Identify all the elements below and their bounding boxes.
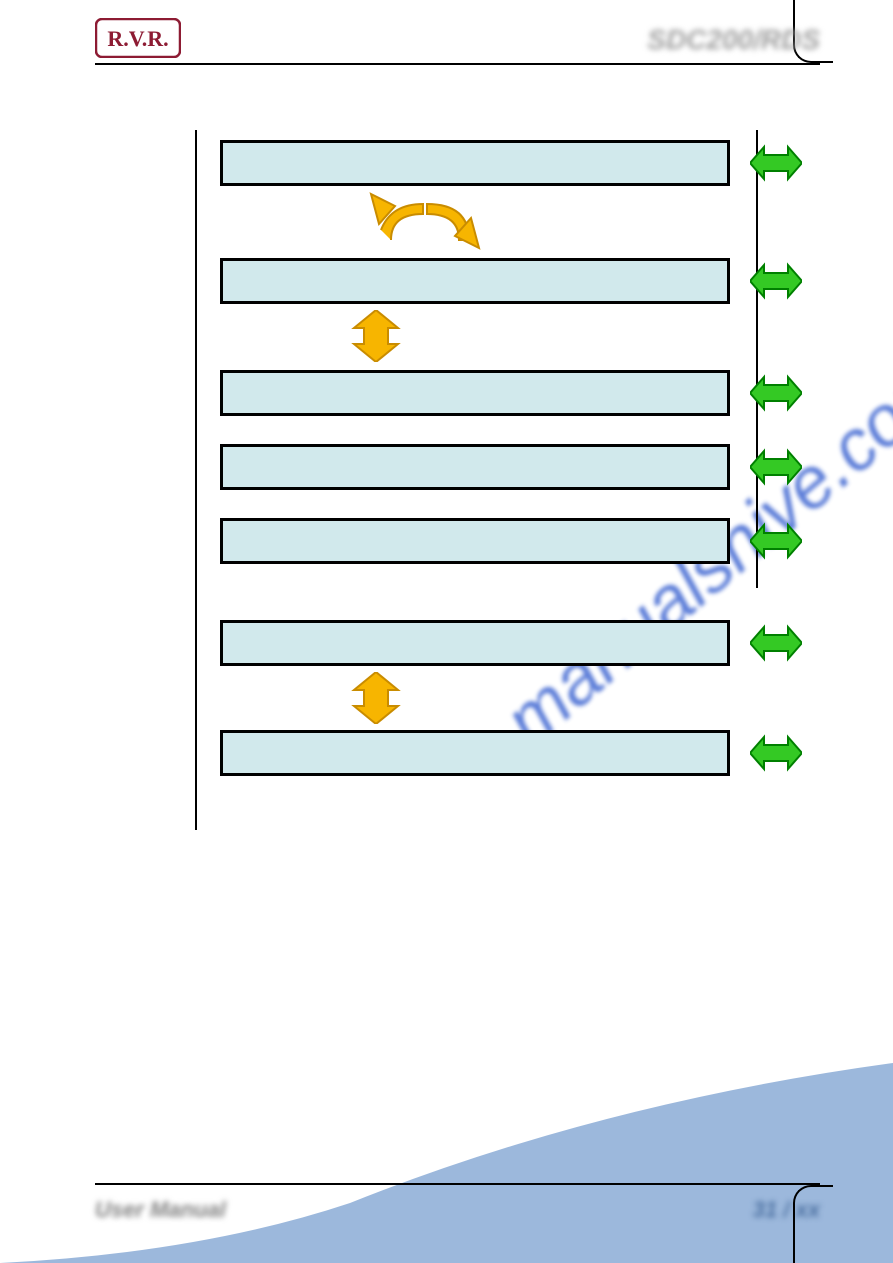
vertical-double-arrow-icon xyxy=(340,672,412,729)
horizontal-double-arrow-icon xyxy=(750,261,802,301)
horizontal-double-arrow-icon xyxy=(750,623,802,663)
menu-box xyxy=(220,518,730,564)
footer-swoosh xyxy=(0,1063,893,1263)
vertical-double-arrow-icon xyxy=(340,310,412,367)
menu-box xyxy=(220,620,730,666)
logo-text: R.V.R. xyxy=(107,26,168,51)
flow-diagram xyxy=(195,130,815,830)
menu-box xyxy=(220,730,730,776)
menu-box xyxy=(220,370,730,416)
horizontal-double-arrow-icon xyxy=(750,143,802,183)
horizontal-double-arrow-icon xyxy=(750,521,802,561)
s-curve-arrow-icon xyxy=(345,190,505,257)
horizontal-double-arrow-icon xyxy=(750,373,802,413)
menu-box xyxy=(220,444,730,490)
diagram-left-rule xyxy=(195,130,197,830)
menu-box xyxy=(220,258,730,304)
menu-box xyxy=(220,140,730,186)
horizontal-double-arrow-icon xyxy=(750,733,802,773)
header-rule xyxy=(95,63,820,65)
footer-rule xyxy=(95,1183,820,1185)
product-name: SDC200/RDS xyxy=(647,24,820,56)
diagram-right-rule xyxy=(756,130,758,588)
rvr-logo: R.V.R. xyxy=(95,18,181,63)
footer-corner-decoration xyxy=(793,1185,833,1263)
footer-left-text: User Manual xyxy=(95,1197,226,1223)
horizontal-double-arrow-icon xyxy=(750,447,802,487)
